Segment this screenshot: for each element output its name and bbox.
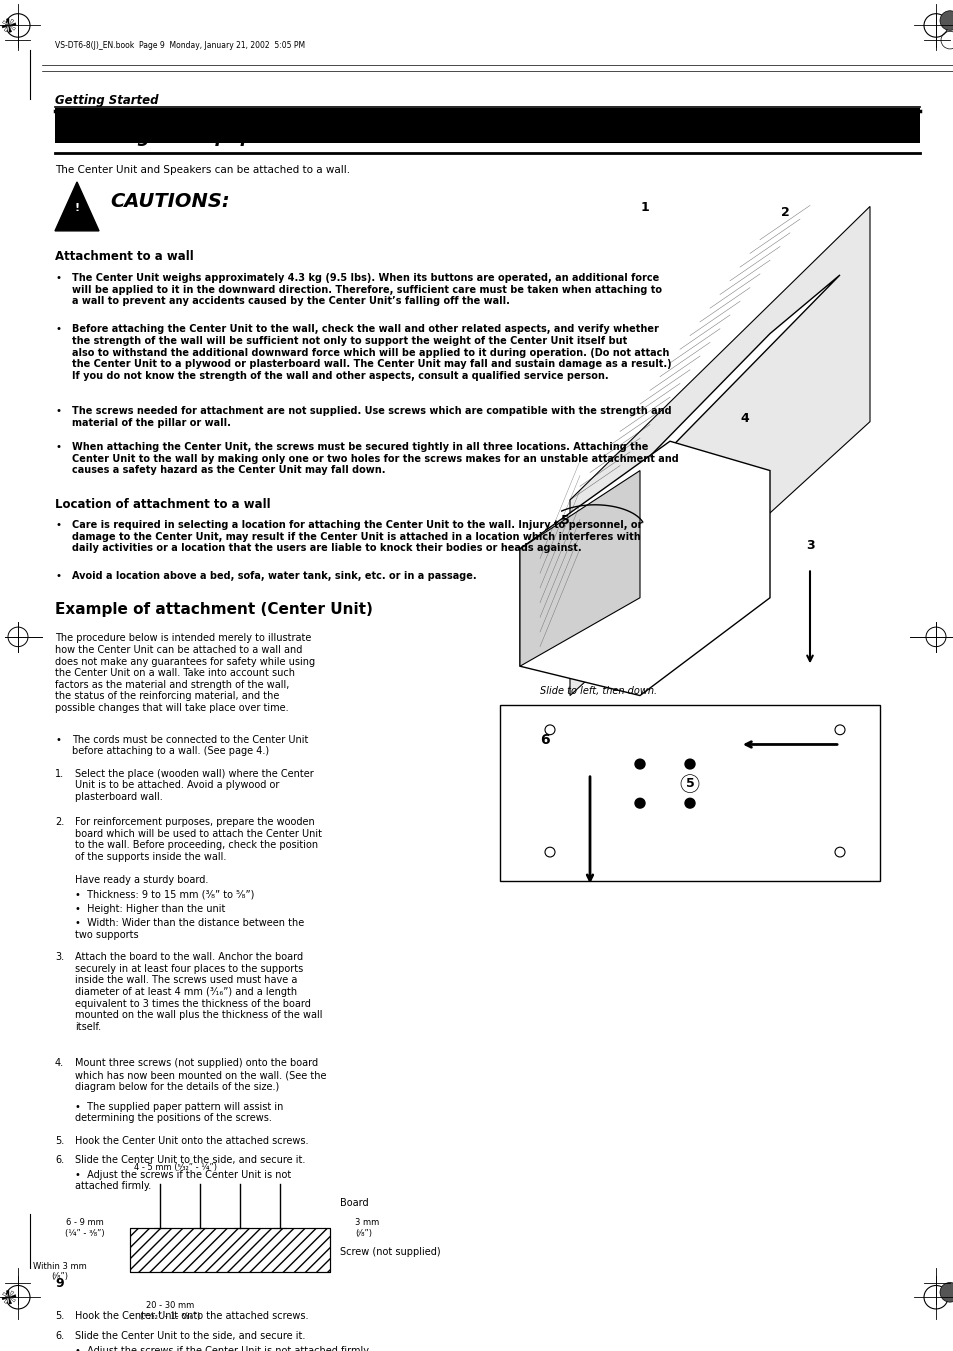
Text: 2.: 2. — [55, 817, 64, 827]
Text: Installing the Equipment on the Wall: Installing the Equipment on the Wall — [55, 128, 426, 146]
Text: 4 - 5 mm (⁵⁄₃₂” - ¼”): 4 - 5 mm (⁵⁄₃₂” - ¼”) — [133, 1163, 216, 1173]
Text: •: • — [55, 407, 61, 416]
Text: Avoid a location above a bed, sofa, water tank, sink, etc. or in a passage.: Avoid a location above a bed, sofa, wate… — [71, 571, 476, 581]
Text: 3.: 3. — [55, 952, 64, 962]
Text: 5: 5 — [685, 777, 694, 790]
Text: 1.: 1. — [55, 769, 64, 778]
Text: !: ! — [74, 204, 79, 213]
Text: 1: 1 — [640, 201, 649, 215]
Text: •: • — [55, 735, 61, 744]
Wedge shape — [3, 20, 9, 26]
Wedge shape — [9, 1294, 16, 1297]
Bar — [130, 1228, 330, 1271]
Circle shape — [635, 798, 644, 808]
Circle shape — [834, 847, 844, 857]
Text: Mount three screws (not supplied) onto the board
which has now been mounted on t: Mount three screws (not supplied) onto t… — [75, 1058, 326, 1092]
Text: Hook the Center Unit onto the attached screws.: Hook the Center Unit onto the attached s… — [75, 1310, 308, 1321]
Wedge shape — [2, 26, 9, 28]
Text: Board: Board — [339, 1198, 368, 1208]
Text: 5.: 5. — [55, 1310, 64, 1321]
Text: Attachment to a wall: Attachment to a wall — [55, 250, 193, 263]
Text: •  The supplied paper pattern will assist in
determining the positions of the sc: • The supplied paper pattern will assist… — [75, 1102, 283, 1124]
Text: 2: 2 — [780, 207, 788, 219]
Bar — [499, 705, 879, 881]
Text: 6: 6 — [539, 734, 549, 747]
Circle shape — [684, 759, 695, 769]
Text: CAUTIONS:: CAUTIONS: — [110, 192, 230, 211]
Polygon shape — [519, 442, 769, 696]
Circle shape — [939, 11, 953, 30]
Circle shape — [544, 725, 555, 735]
Wedge shape — [2, 1297, 9, 1300]
Polygon shape — [569, 207, 869, 696]
Text: 9: 9 — [55, 1277, 64, 1290]
Text: When attaching the Center Unit, the screws must be secured tightly in all three : When attaching the Center Unit, the scre… — [71, 442, 678, 476]
Bar — [130, 1228, 330, 1271]
Wedge shape — [3, 1293, 9, 1297]
Wedge shape — [9, 1292, 14, 1297]
Text: Before attaching the Center Unit to the wall, check the wall and other related a: Before attaching the Center Unit to the … — [71, 324, 671, 381]
Wedge shape — [4, 1297, 9, 1304]
Text: The procedure below is intended merely to illustrate
how the Center Unit can be : The procedure below is intended merely t… — [55, 634, 314, 713]
Text: 6 - 9 mm
(¼” - ³⁄₈”): 6 - 9 mm (¼” - ³⁄₈”) — [65, 1219, 105, 1238]
Wedge shape — [7, 1290, 9, 1297]
Text: The screws needed for attachment are not supplied. Use screws which are compatib: The screws needed for attachment are not… — [71, 407, 671, 427]
Text: 5.: 5. — [55, 1136, 64, 1146]
Wedge shape — [4, 26, 9, 32]
Text: VS-DT6-8(J)_EN.book  Page 9  Monday, January 21, 2002  5:05 PM: VS-DT6-8(J)_EN.book Page 9 Monday, Janua… — [55, 41, 305, 50]
Text: •: • — [55, 520, 61, 530]
Polygon shape — [55, 182, 99, 231]
Text: •  Thickness: 9 to 15 mm (³⁄₈” to ⁵⁄₈”): • Thickness: 9 to 15 mm (³⁄₈” to ⁵⁄₈”) — [75, 889, 254, 900]
Text: The cords must be connected to the Center Unit
before attaching to a wall. (See : The cords must be connected to the Cente… — [71, 735, 308, 757]
Wedge shape — [9, 23, 16, 26]
Text: Slide the Center Unit to the side, and secure it.: Slide the Center Unit to the side, and s… — [75, 1331, 305, 1340]
Text: Location of attachment to a wall: Location of attachment to a wall — [55, 499, 271, 512]
Text: Hook the Center Unit onto the attached screws.: Hook the Center Unit onto the attached s… — [75, 1136, 308, 1146]
Text: Care is required in selecting a location for attaching the Center Unit to the wa: Care is required in selecting a location… — [71, 520, 641, 553]
Text: Attach the board to the wall. Anchor the board
securely in at least four places : Attach the board to the wall. Anchor the… — [75, 952, 322, 1032]
Wedge shape — [9, 19, 14, 26]
Text: 3 mm
(ⁱ⁄₈”): 3 mm (ⁱ⁄₈”) — [355, 1219, 379, 1238]
Text: Getting Started: Getting Started — [55, 95, 158, 107]
Text: Slide the Center Unit to the side, and secure it.: Slide the Center Unit to the side, and s… — [75, 1155, 305, 1165]
Text: •: • — [55, 324, 61, 334]
Text: •  Width: Wider than the distance between the
two supports: • Width: Wider than the distance between… — [75, 919, 304, 940]
Text: 6.: 6. — [55, 1155, 64, 1165]
Circle shape — [939, 1282, 953, 1302]
Text: Select the place (wooden wall) where the Center
Unit is to be attached. Avoid a : Select the place (wooden wall) where the… — [75, 769, 314, 802]
Text: The Center Unit and Speakers can be attached to a wall.: The Center Unit and Speakers can be atta… — [55, 165, 350, 176]
Circle shape — [544, 847, 555, 857]
Bar — [55, 108, 919, 143]
Text: 20 - 30 mm
(¹⁵⁄₃₂” - 1- ³⁄₁₆”): 20 - 30 mm (¹⁵⁄₃₂” - 1- ³⁄₁₆”) — [140, 1301, 200, 1321]
Text: •: • — [55, 571, 61, 581]
Text: •  Adjust the screws if the Center Unit is not
attached firmly.: • Adjust the screws if the Center Unit i… — [75, 1170, 291, 1192]
Text: •: • — [55, 273, 61, 282]
Text: 4.: 4. — [55, 1058, 64, 1069]
Text: The Center Unit weighs approximately 4.3 kg (9.5 lbs). When its buttons are oper: The Center Unit weighs approximately 4.3… — [71, 273, 661, 307]
Text: Have ready a sturdy board.: Have ready a sturdy board. — [75, 875, 208, 885]
Polygon shape — [519, 470, 639, 666]
Text: Example of attachment (Center Unit): Example of attachment (Center Unit) — [55, 603, 373, 617]
Text: •  Height: Higher than the unit: • Height: Higher than the unit — [75, 904, 225, 913]
Text: For reinforcement purposes, prepare the wooden
board which will be used to attac: For reinforcement purposes, prepare the … — [75, 817, 322, 862]
Polygon shape — [539, 274, 840, 569]
Wedge shape — [7, 19, 9, 26]
Wedge shape — [9, 1297, 15, 1302]
Circle shape — [684, 798, 695, 808]
Text: •  Adjust the screws if the Center Unit is not attached firmly.: • Adjust the screws if the Center Unit i… — [75, 1346, 370, 1351]
Circle shape — [834, 725, 844, 735]
Text: 4: 4 — [740, 412, 749, 424]
Wedge shape — [9, 1297, 11, 1304]
Wedge shape — [9, 26, 11, 32]
Circle shape — [635, 759, 644, 769]
Text: 5: 5 — [560, 515, 569, 527]
Wedge shape — [9, 26, 15, 30]
Text: Within 3 mm
(ⁱ⁄₈”): Within 3 mm (ⁱ⁄₈”) — [33, 1262, 87, 1282]
Text: Screw (not supplied): Screw (not supplied) — [339, 1247, 440, 1258]
Text: Slide to left, then down.: Slide to left, then down. — [539, 685, 657, 696]
Text: 6.: 6. — [55, 1331, 64, 1340]
Text: •: • — [55, 442, 61, 453]
Text: 3: 3 — [805, 539, 814, 551]
